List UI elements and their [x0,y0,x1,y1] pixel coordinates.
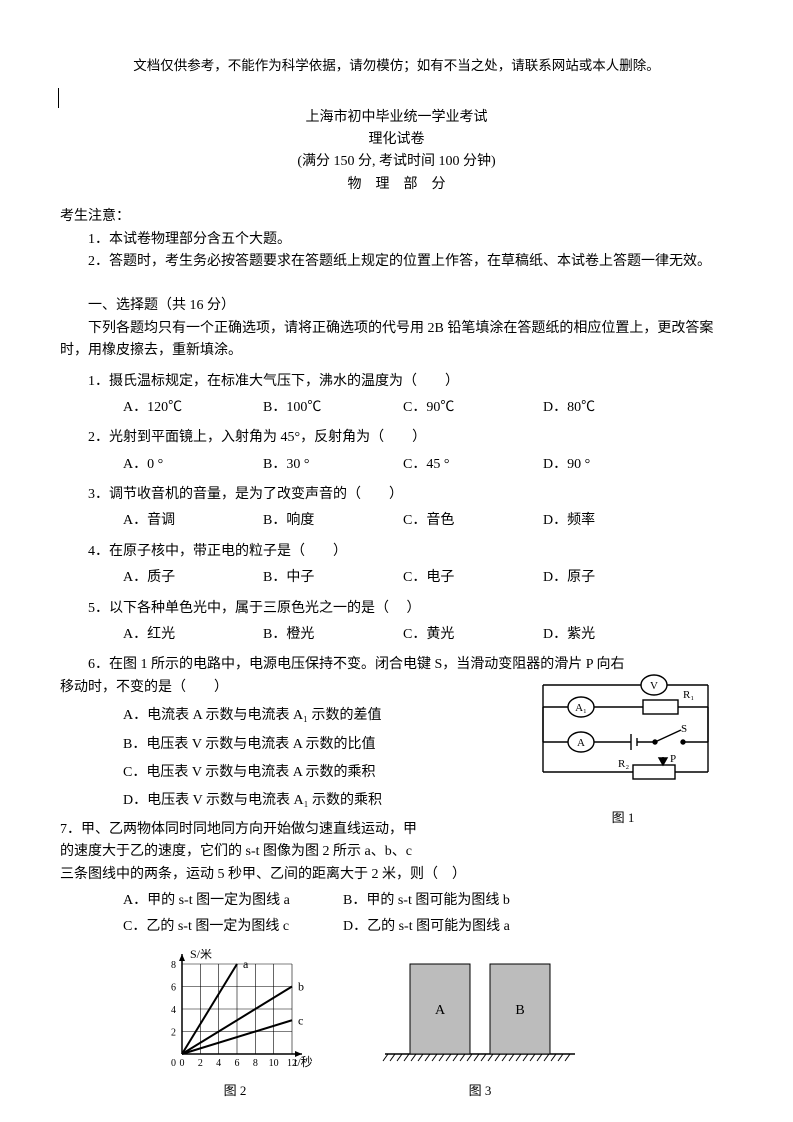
q7-options-row1: A．甲的 s-t 图一定为图线 a B．甲的 s-t 图可能为图线 b [123,890,733,912]
svg-text:8: 8 [253,1058,258,1069]
circuit-svg: V A₁ A R₁ R₂ S P [523,672,723,797]
svg-text:b: b [298,979,304,993]
figure-2-svg: 02468101224680abcS/米t/秒 [150,949,320,1074]
circuit-p-label: P [670,753,676,765]
q3-stem: 3．调节收音机的音量，是为了改变声音的（ ） [60,484,733,506]
q1-opt-c: C．90℃ [403,397,543,419]
svg-text:a: a [243,957,249,971]
q4-opt-c: C．电子 [403,567,543,589]
title-line-1: 上海市初中毕业统一学业考试 [60,107,733,129]
q3-opt-a: A．音调 [123,510,263,532]
svg-text:6: 6 [171,982,176,993]
q4-opt-b: B．中子 [263,567,403,589]
circuit-a1-label: A₁ [575,702,587,714]
svg-text:10: 10 [269,1058,279,1069]
title-line-4: 物 理 部 分 [60,174,733,196]
svg-text:B: B [515,1003,524,1018]
q6-block: 6．在图 1 所示的电路中，电源电压保持不变。闭合电键 S，当滑动变阻器的滑片 … [60,654,733,812]
q1-options: A．120℃ B．100℃ C．90℃ D．80℃ [123,397,733,419]
q1-opt-b: B．100℃ [263,397,403,419]
q7-options-row2: C．乙的 s-t 图一定为图线 c D．乙的 s-t 图可能为图线 a [123,916,733,938]
svg-text:S/米: S/米 [190,949,212,961]
q5-opt-b: B．橙光 [263,624,403,646]
q1-stem: 1．摄氏温标规定，在标准大气压下，沸水的温度为（ ） [60,371,733,393]
text-cursor [58,88,59,108]
q7-line3: 三条图线中的两条，运动 5 秒甲、乙间的距离大于 2 米，则（ ） [60,864,733,886]
q2-opt-b: B．30 ° [263,454,403,476]
q5-options: A．红光 B．橙光 C．黄光 D．紫光 [123,624,733,646]
notice-1: 1．本试卷物理部分含五个大题。 [60,229,733,251]
q1-opt-a: A．120℃ [123,397,263,419]
section1-heading: 一、选择题（共 16 分） [60,295,733,317]
q2-opt-a: A．0 ° [123,454,263,476]
q7-opt-b: B．甲的 s-t 图可能为图线 b [343,890,563,912]
q2-opt-d: D．90 ° [543,454,683,476]
q5-stem: 5．以下各种单色光中，属于三原色光之一的是（ ） [60,598,733,620]
q1-opt-d: D．80℃ [543,397,683,419]
figure-2-caption: 图 2 [150,1081,320,1102]
figure-2: 02468101224680abcS/米t/秒 图 2 [150,949,320,1102]
svg-text:6: 6 [235,1058,240,1069]
notice-heading: 考生注意： [60,206,733,228]
q4-opt-a: A．质子 [123,567,263,589]
q5-opt-c: C．黄光 [403,624,543,646]
svg-text:2: 2 [171,1027,176,1038]
svg-text:A: A [435,1003,446,1018]
figures-row: 02468101224680abcS/米t/秒 图 2 AB 图 3 [150,949,733,1102]
circuit-v-label: V [650,680,658,692]
q2-opt-c: C．45 ° [403,454,543,476]
svg-text:4: 4 [171,1005,176,1016]
q5-opt-d: D．紫光 [543,624,683,646]
q4-options: A．质子 B．中子 C．电子 D．原子 [123,567,733,589]
figure-1-caption: 图 1 [523,808,723,829]
q2-options: A．0 ° B．30 ° C．45 ° D．90 ° [123,454,733,476]
q7-opt-c: C．乙的 s-t 图一定为图线 c [123,916,343,938]
figure-3: AB 图 3 [380,949,580,1102]
q4-stem: 4．在原子核中，带正电的粒子是（ ） [60,541,733,563]
q5-opt-a: A．红光 [123,624,263,646]
q3-options: A．音调 B．响度 C．音色 D．频率 [123,510,733,532]
svg-text:c: c [298,1013,303,1027]
exam-page: 文档仅供参考，不能作为科学依据，请勿模仿；如有不当之处，请联系网站或本人删除。 … [0,0,793,1122]
q7-line2: 的速度大于乙的速度，它们的 s-t 图像为图 2 所示 a、b、c [60,841,733,863]
q7-opt-d: D．乙的 s-t 图可能为图线 a [343,916,563,938]
q7-opt-a: A．甲的 s-t 图一定为图线 a [123,890,343,912]
notice-2: 2．答题时，考生务必按答题要求在答题纸上规定的位置上作答，在草稿纸、本试卷上答题… [60,251,733,273]
circuit-r1-label: R₁ [683,689,694,701]
figure-3-caption: 图 3 [380,1081,580,1102]
q2-stem: 2．光射到平面镜上，入射角为 45°，反射角为（ ） [60,427,733,449]
q3-opt-b: B．响度 [263,510,403,532]
section1-intro: 下列各题均只有一个正确选项，请将正确选项的代号用 2B 铅笔填涂在答题纸的相应位… [60,318,733,363]
q4-opt-d: D．原子 [543,567,683,589]
figure-3-svg: AB [380,949,580,1074]
svg-text:4: 4 [216,1058,221,1069]
title-line-2: 理化试卷 [60,129,733,151]
circuit-a-label: A [577,737,585,749]
q3-opt-d: D．频率 [543,510,683,532]
svg-text:0: 0 [180,1058,185,1069]
disclaimer-text: 文档仅供参考，不能作为科学依据，请勿模仿；如有不当之处，请联系网站或本人删除。 [60,55,733,77]
circuit-r2-label: R₂ [618,758,629,770]
svg-text:0: 0 [171,1058,176,1069]
svg-text:2: 2 [198,1058,203,1069]
title-block: 上海市初中毕业统一学业考试 理化试卷 (满分 150 分, 考试时间 100 分… [60,107,733,197]
figure-1-circuit: V A₁ A R₁ R₂ S P 图 1 [523,672,723,828]
svg-text:8: 8 [171,960,176,971]
circuit-s-label: S [681,723,687,735]
title-line-3: (满分 150 分, 考试时间 100 分钟) [60,151,733,173]
svg-text:t/秒: t/秒 [294,1055,313,1069]
q3-opt-c: C．音色 [403,510,543,532]
